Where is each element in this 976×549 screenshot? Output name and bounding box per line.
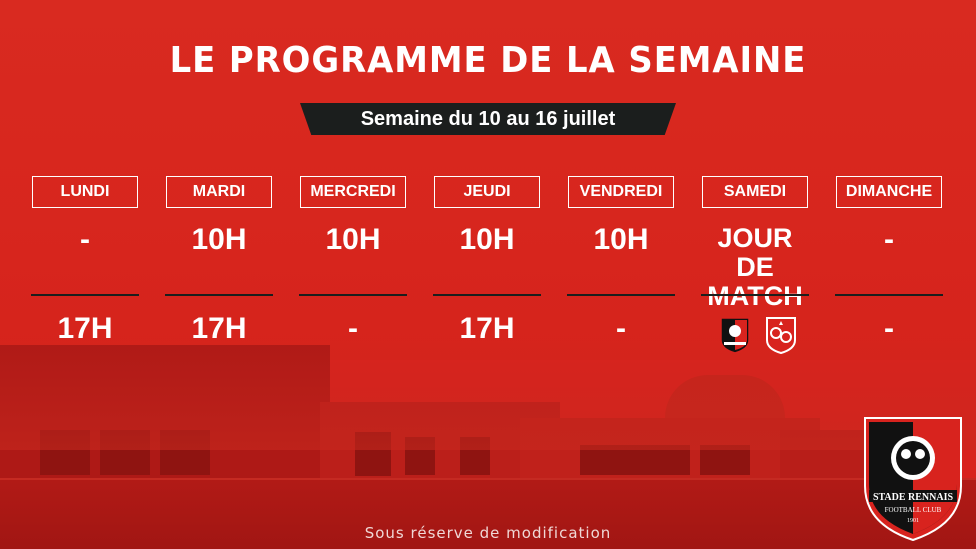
- morning-mercredi: 10H: [325, 223, 381, 256]
- week-banner: Semaine du 10 au 16 juillet: [300, 103, 676, 135]
- afternoon-lundi: 17H: [57, 312, 113, 345]
- morning-lundi: -: [80, 223, 90, 256]
- morning-jeudi: 10H: [459, 223, 515, 256]
- divider-mercredi: [299, 294, 407, 296]
- afternoon-mardi: 17H: [191, 312, 247, 345]
- afternoon-mercredi: -: [348, 312, 358, 345]
- stade-rennais-crest-icon: [720, 317, 750, 354]
- page-title: LE PROGRAMME DE LA SEMAINE: [169, 40, 807, 81]
- day-header-mardi: MARDI: [166, 176, 272, 208]
- day-header-jeudi: JEUDI: [434, 176, 540, 208]
- disclaimer: Sous réserve de modification: [364, 524, 612, 542]
- divider-samedi: [701, 294, 809, 296]
- logo-subtitle: FOOTBALL CLUB: [885, 506, 942, 514]
- day-header-vendredi: VENDREDI: [568, 176, 674, 208]
- day-header-mercredi: MERCREDI: [300, 176, 406, 208]
- divider-dimanche: [835, 294, 943, 296]
- morning-samedi: JOUR DE MATCH: [701, 224, 809, 311]
- logo-year: 1901: [907, 518, 919, 524]
- morning-dimanche: -: [884, 223, 894, 256]
- divider-lundi: [31, 294, 139, 296]
- afternoon-dimanche: -: [884, 312, 894, 345]
- divider-jeudi: [433, 294, 541, 296]
- stade-brestois-crest-icon: [766, 317, 796, 354]
- divider-mardi: [165, 294, 273, 296]
- afternoon-jeudi: 17H: [459, 312, 515, 345]
- logo-name: STADE RENNAIS: [873, 492, 954, 503]
- divider-vendredi: [567, 294, 675, 296]
- morning-mardi: 10H: [191, 223, 247, 256]
- day-header-lundi: LUNDI: [32, 176, 138, 208]
- match-day-line1: JOUR DE: [717, 223, 793, 282]
- day-header-dimanche: DIMANCHE: [836, 176, 942, 208]
- stade-rennais-logo-icon: STADE RENNAIS FOOTBALL CLUB 1901: [864, 417, 962, 542]
- morning-vendredi: 10H: [593, 223, 649, 256]
- match-day-line2: MATCH: [707, 281, 803, 311]
- afternoon-vendredi: -: [616, 312, 626, 345]
- day-header-samedi: SAMEDI: [702, 176, 808, 208]
